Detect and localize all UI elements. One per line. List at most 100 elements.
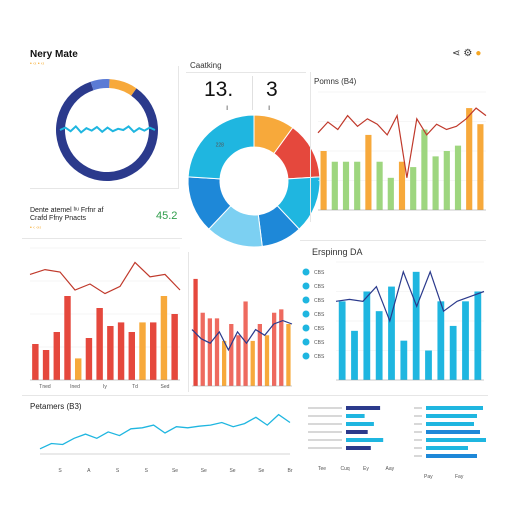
- bar-13: [171, 314, 178, 380]
- donut-chart: 228: [187, 114, 321, 248]
- bar-4: [365, 134, 372, 210]
- row-label-0: [308, 407, 342, 409]
- bar-10: [264, 335, 270, 386]
- x-tick-6: Se: [229, 468, 235, 474]
- legend-marker-4: [302, 324, 310, 332]
- row-label-1: [414, 415, 422, 417]
- series-line: [39, 413, 291, 450]
- hbar-1: [346, 414, 365, 418]
- top-right-combo-chart: [317, 91, 487, 211]
- bar-1: [42, 350, 50, 380]
- bar-14: [477, 124, 484, 210]
- share-icon[interactable]: ⋖: [452, 48, 464, 59]
- trend-line: [317, 107, 487, 178]
- bar-6: [387, 177, 394, 210]
- legend-label-1: CBS: [314, 284, 325, 290]
- header-icons: ⋖⚙●: [452, 48, 484, 59]
- bar-6: [412, 271, 420, 380]
- bar-11: [150, 322, 157, 380]
- hbar-5: [346, 446, 371, 450]
- hbar-3: [426, 430, 480, 434]
- bar-11: [272, 312, 277, 386]
- legend-label-0: CBS: [314, 270, 325, 276]
- bar-2: [363, 291, 371, 380]
- x-tick-2: S: [116, 468, 120, 474]
- x-tick-8: Br: [288, 468, 293, 474]
- bar-1: [200, 312, 205, 386]
- mid-right-plot: [335, 261, 485, 381]
- hbar-5: [426, 446, 468, 450]
- bar-11: [474, 291, 482, 380]
- bar-9: [128, 332, 135, 380]
- x-tick-2: Iy: [103, 384, 107, 390]
- ring-wave-line: [59, 124, 156, 134]
- bar-12: [160, 296, 168, 380]
- mid-left-title: Dente atemel ᵇᵘ Frfnr af: [30, 207, 104, 214]
- bar-0: [320, 151, 327, 210]
- donut-label-6: 228: [216, 143, 225, 149]
- kpi-sub-b: ı: [268, 103, 271, 112]
- bar-3: [354, 161, 361, 210]
- bar-11: [443, 151, 450, 210]
- mid-center-border: [188, 252, 189, 392]
- hbar-0: [346, 406, 381, 410]
- hbar-3: [346, 430, 368, 434]
- hbar-2: [346, 422, 374, 426]
- bar-5: [376, 161, 383, 210]
- ring-slice-2: [90, 79, 110, 91]
- kpi-section-label: Caatking: [190, 61, 222, 70]
- row-label-0: [414, 407, 422, 409]
- bottom-left-title: Petamers (B3): [30, 402, 82, 411]
- settings-icon[interactable]: ⚙: [463, 48, 476, 59]
- x-tick-4: Sed: [161, 384, 170, 390]
- bar-9: [421, 129, 428, 210]
- bar-12: [454, 145, 462, 210]
- hbar-1: [426, 414, 477, 418]
- kpi-sub-a: ı: [226, 103, 229, 112]
- bar-7: [107, 326, 114, 380]
- notification-icon[interactable]: ●: [475, 48, 485, 59]
- legend-marker-1: [302, 282, 310, 290]
- bar-3: [64, 296, 71, 380]
- legend-label-3: CBS: [314, 312, 325, 318]
- bar-13: [466, 108, 473, 210]
- bar-7: [398, 161, 406, 210]
- bottom-divider: [22, 395, 488, 396]
- row-label-2: [308, 423, 342, 425]
- legend-marker-5: [302, 338, 310, 346]
- bar-0: [338, 301, 346, 380]
- bar-5: [400, 340, 408, 380]
- bar-8: [117, 322, 125, 380]
- bar-7: [243, 301, 248, 386]
- bar-5: [229, 324, 234, 386]
- x-tick-4: Se: [172, 468, 178, 474]
- x-tick-3: Td: [132, 384, 138, 390]
- x-tick-0: Tned: [39, 384, 51, 390]
- row-label-5: [414, 447, 422, 449]
- bar-2: [53, 332, 60, 380]
- legend-label-5: CBS: [314, 340, 325, 346]
- ring-slice-0: [109, 79, 137, 96]
- page-subtitle: • ‹‹ • ‹‹: [30, 61, 45, 67]
- x-tick-0: Tee: [318, 466, 326, 472]
- top-right-border: [310, 72, 311, 222]
- mid-right-combo-chart: CBS CBS CBS CBS CBS CBS CBS: [302, 261, 485, 381]
- mid-right-title: Erspinng DA: [312, 247, 363, 257]
- bar-3: [375, 311, 383, 380]
- bar-12: [279, 309, 284, 386]
- row-label-4: [308, 439, 342, 441]
- hbar-4: [346, 438, 384, 442]
- bottom-center-hbar-chart: Tee Cuq Ey Aay: [308, 406, 395, 472]
- mid-left-kpi: 45.2: [156, 210, 178, 222]
- x-tick-1: Ined: [70, 384, 80, 390]
- bar-1: [331, 161, 338, 210]
- bar-13: [286, 324, 291, 386]
- bar-6: [96, 308, 103, 380]
- bottom-right-hbar-chart: Pay Fay: [414, 406, 486, 480]
- bar-4: [388, 286, 395, 380]
- kpi-value-b: 3: [266, 78, 278, 101]
- bar-6: [236, 335, 241, 386]
- row-label-3: [308, 431, 342, 433]
- bar-10: [462, 301, 469, 380]
- bar-2: [342, 161, 350, 210]
